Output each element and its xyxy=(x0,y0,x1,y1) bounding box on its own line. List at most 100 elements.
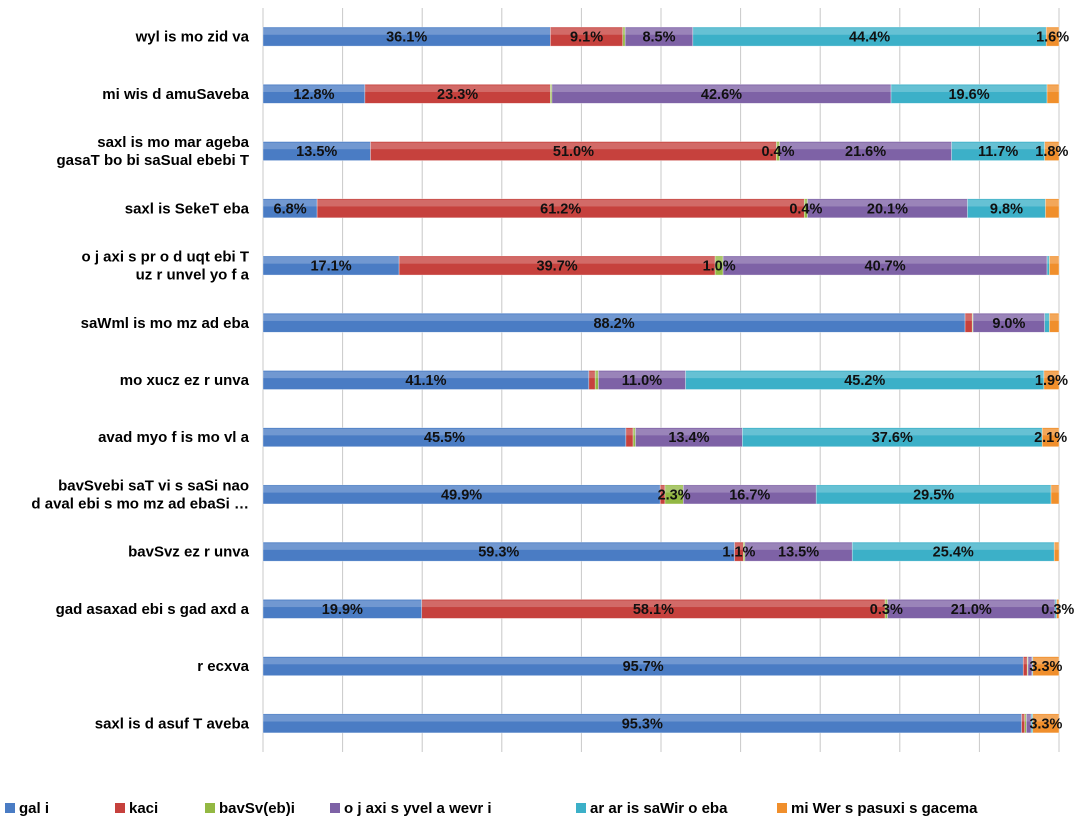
bar-miWers xyxy=(1053,541,1060,562)
legend-swatch xyxy=(205,803,215,813)
legend-label: kaci xyxy=(129,800,158,817)
bar-highlight xyxy=(263,314,966,321)
legend: gal i kaci bavSv(eb)i o j axi s yvel a wevr… xyxy=(5,800,978,817)
bar-highlight xyxy=(683,485,817,493)
data-label: 17.1% xyxy=(310,259,351,275)
data-label: 1.9% xyxy=(1035,373,1068,389)
data-label: 95.3% xyxy=(622,716,663,732)
bar-highlight xyxy=(370,142,777,150)
data-label: 37.6% xyxy=(872,430,913,446)
bar-highlight xyxy=(887,600,1056,608)
bar-highlight xyxy=(1026,714,1032,722)
bar-miWers xyxy=(1032,656,1060,676)
data-label: 0.4% xyxy=(761,144,794,160)
legend-swatch xyxy=(777,803,787,813)
data-label: 1.1% xyxy=(722,545,755,561)
category-label: r ecxva xyxy=(197,658,249,675)
legend-label: mi Wer s pasuxi s gacema xyxy=(791,800,978,817)
bar-highlight xyxy=(263,85,365,92)
data-label: 45.5% xyxy=(424,430,465,446)
data-label: 9.8% xyxy=(990,201,1023,217)
data-label: 16.7% xyxy=(729,487,770,503)
bar-highlight xyxy=(1044,142,1059,150)
category-label: saWml is mo mz ad eba xyxy=(81,315,250,332)
bar-miWers xyxy=(1046,84,1060,104)
bar-highlight xyxy=(685,371,1044,379)
data-label: 6.8% xyxy=(274,201,307,217)
bar-highlight xyxy=(550,85,552,92)
bar-highlight xyxy=(1051,485,1059,493)
category-label: mi wis d amuSaveba xyxy=(102,86,249,103)
bar-miWers xyxy=(1049,312,1060,333)
bar-highlight xyxy=(1049,257,1059,264)
bar-highlight xyxy=(951,142,1045,150)
data-label: 2.1% xyxy=(1034,430,1067,446)
bar-highlight xyxy=(1046,28,1059,35)
data-label: 25.4% xyxy=(933,545,974,561)
category-label: bavSvz ez r unva xyxy=(128,544,250,561)
data-label: 41.1% xyxy=(405,373,446,389)
data-label: 49.9% xyxy=(441,487,482,503)
data-label: 8.5% xyxy=(642,30,675,46)
data-label: 39.7% xyxy=(537,259,578,275)
data-label: 29.5% xyxy=(913,487,954,503)
bar-highlight xyxy=(1042,428,1059,436)
bar-miWers xyxy=(1032,713,1060,734)
data-label: 36.1% xyxy=(386,30,427,46)
bar-highlight xyxy=(967,199,1046,207)
data-label: 1.0% xyxy=(703,259,736,275)
data-label: 2.3% xyxy=(658,487,691,503)
data-label: 9.0% xyxy=(992,316,1025,332)
bar-highlight xyxy=(263,28,551,35)
bar-highlight xyxy=(1027,657,1029,665)
bar-highlight xyxy=(635,428,743,436)
bar-highlight xyxy=(1054,543,1059,550)
bar-highlight xyxy=(595,371,599,379)
bar-highlight xyxy=(263,428,626,436)
data-label: 3.3% xyxy=(1029,659,1062,675)
bar-highlight xyxy=(973,314,1045,321)
bar-highlight xyxy=(421,600,886,608)
data-label: 20.1% xyxy=(867,201,908,217)
bar-highlight xyxy=(779,142,952,150)
bar-highlight xyxy=(633,428,636,436)
bar-miWers xyxy=(1043,370,1060,390)
data-label: 12.8% xyxy=(293,87,334,103)
bar-highlight xyxy=(1045,199,1059,207)
data-label: 44.4% xyxy=(849,30,890,46)
data-label: 19.9% xyxy=(322,602,363,618)
data-label: 11.7% xyxy=(978,144,1018,160)
bar-highlight xyxy=(743,543,745,550)
bar-highlight xyxy=(598,371,686,379)
category-label: uz r unvel yo f a xyxy=(136,267,250,284)
bar-highlight xyxy=(1055,600,1057,608)
bar-highlight xyxy=(891,85,1048,92)
category-labels: wyl is mo zid va mi wis d amuSaveba saxl i… xyxy=(31,29,249,733)
bar-highlight xyxy=(1021,714,1025,722)
data-label: 58.1% xyxy=(633,602,674,618)
category-label: mo xucz ez r unva xyxy=(120,372,250,389)
category-label: d aval ebi s mo mz ad ebaSi … xyxy=(31,495,249,512)
bar-highlight xyxy=(692,28,1047,35)
data-label: 21.6% xyxy=(845,144,886,160)
data-label: 61.2% xyxy=(540,201,581,217)
bar-highlight xyxy=(263,485,661,493)
bar-highlight xyxy=(744,543,853,550)
bar-highlight xyxy=(1031,657,1033,665)
bar-miWers xyxy=(1045,26,1060,47)
category-label: gad asaxad ebi s gad axd a xyxy=(56,601,250,618)
data-label: 23.3% xyxy=(437,87,478,103)
bar-highlight xyxy=(734,543,744,550)
bar-highlight xyxy=(807,199,968,207)
bar-highlight xyxy=(317,199,805,207)
bar-highlight xyxy=(972,314,974,321)
data-label: 51.0% xyxy=(553,144,594,160)
data-label: 11.0% xyxy=(622,373,662,389)
category-label: saxl is d asuf T aveba xyxy=(95,715,250,732)
bar-highlight xyxy=(1047,85,1059,92)
legend-label: o j axi s yvel a wevr i xyxy=(344,800,492,817)
bar-highlight xyxy=(816,485,1052,493)
bar-highlight xyxy=(551,85,892,92)
bar-highlight xyxy=(965,314,973,321)
data-label: 45.2% xyxy=(844,373,885,389)
